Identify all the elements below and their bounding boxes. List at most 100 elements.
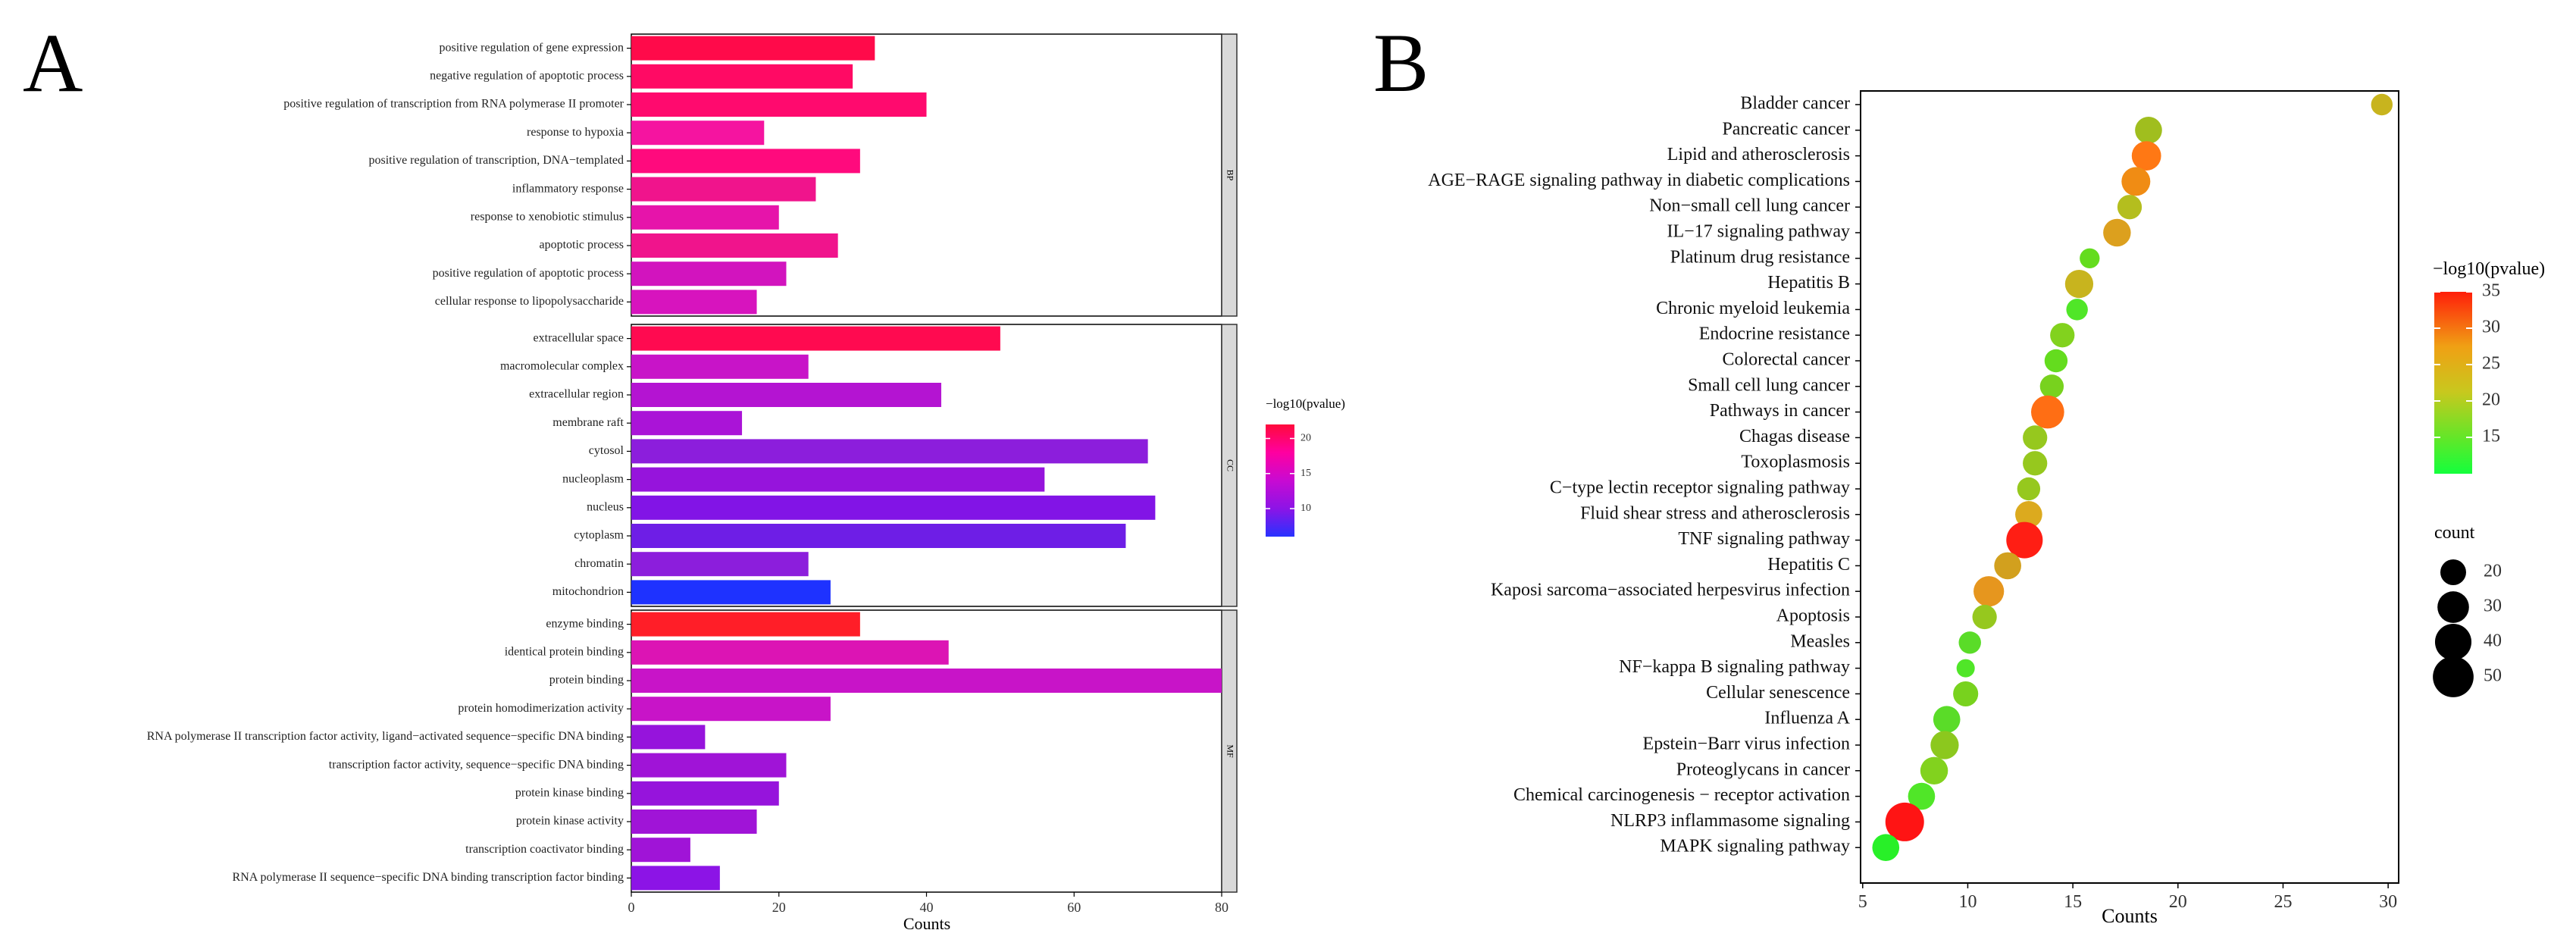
- y-tick-label: enzyme binding: [546, 617, 624, 630]
- legend-tick-label: 15: [2482, 427, 2500, 446]
- y-tick-label: Colorectal cancer: [1722, 350, 1850, 370]
- bar: [631, 640, 949, 665]
- bar: [631, 439, 1148, 464]
- x-tick-label: 60: [1067, 900, 1081, 915]
- facet-bp: BP positive regulation of gene expression…: [283, 33, 1238, 317]
- data-point: [2039, 374, 2064, 399]
- y-tick-label: Chagas disease: [1739, 427, 1850, 446]
- legend-tick-label: 35: [2482, 281, 2500, 301]
- x-tick-label: 20: [2169, 892, 2187, 912]
- facet-strip-label: BP: [1225, 170, 1235, 181]
- legend-tick-label: 25: [2482, 354, 2500, 374]
- data-point: [1908, 782, 1936, 810]
- bar: [631, 383, 941, 407]
- y-tick-label: Platinum drug resistance: [1670, 247, 1850, 267]
- y-tick-label: cytosol: [589, 444, 624, 457]
- size-legend-dot: [2437, 591, 2469, 623]
- facet-strip-label: CC: [1225, 459, 1235, 471]
- data-point: [2131, 141, 2161, 171]
- data-point: [1972, 604, 1997, 630]
- y-tick-label: NLRP3 inflammasome signaling: [1610, 811, 1850, 831]
- y-tick-label: Hepatitis B: [1767, 273, 1850, 293]
- size-legend-dot: [2434, 623, 2472, 661]
- y-tick-label: Apoptosis: [1776, 606, 1850, 626]
- size-legend-label: 50: [2484, 666, 2502, 686]
- y-tick-label: response to xenobiotic stimulus: [471, 210, 624, 223]
- data-point: [1953, 681, 1979, 706]
- bar: [631, 725, 706, 750]
- y-tick-label: macromolecular complex: [500, 359, 624, 372]
- panel-a-bar-chart: BP positive regulation of gene expression…: [147, 33, 1345, 933]
- y-tick-label: Lipid and atherosclerosis: [1667, 145, 1850, 164]
- y-tick-label: Epstein−Barr virus infection: [1643, 734, 1850, 754]
- y-tick-label: positive regulation of transcription, DN…: [369, 154, 624, 167]
- y-tick-label: protein kinase binding: [515, 786, 624, 799]
- data-point: [2023, 451, 2048, 476]
- bar: [631, 781, 779, 806]
- size-legend-label: 30: [2484, 597, 2502, 616]
- data-point: [2031, 395, 2064, 429]
- y-tick-label: positive regulation of gene expression: [440, 41, 624, 54]
- data-point: [2103, 218, 2131, 247]
- facet-strip: [1221, 609, 1238, 893]
- panel-b-plot-border: [1860, 90, 2399, 884]
- y-tick-label: Proteoglycans in cancer: [1676, 759, 1850, 779]
- facet-strip: [1221, 33, 1238, 317]
- data-point: [1885, 802, 1924, 841]
- bar: [631, 467, 1045, 492]
- y-tick-label: IL−17 signaling pathway: [1667, 222, 1851, 242]
- data-point: [1933, 706, 1961, 734]
- data-point: [2135, 116, 2162, 144]
- y-tick-label: MAPK signaling pathway: [1660, 837, 1850, 856]
- x-tick-label: 10: [1958, 892, 1977, 912]
- bar: [631, 495, 1156, 520]
- y-tick-label: positive regulation of apoptotic process: [433, 267, 624, 280]
- bar: [631, 121, 765, 146]
- panel-b-legend-colorbar: [2434, 292, 2472, 474]
- bar: [631, 64, 853, 89]
- y-tick-label: Toxoplasmosis: [1741, 453, 1850, 472]
- y-tick-label: chromatin: [574, 557, 624, 570]
- bar: [631, 149, 860, 174]
- size-legend-dot: [2433, 656, 2474, 697]
- panel-a-color-legend: −log10(pvalue) 20 15 10: [1266, 396, 1345, 537]
- panel-a-legend-colorbar: [1266, 424, 1294, 537]
- data-point: [1973, 576, 2005, 607]
- y-tick-label: Pathways in cancer: [1710, 401, 1850, 421]
- y-tick-label: Chemical carcinogenesis − receptor activ…: [1513, 785, 1850, 805]
- y-tick-label: Cellular senescence: [1706, 683, 1850, 703]
- bar: [631, 290, 757, 315]
- y-tick-label: Pancreatic cancer: [1722, 119, 1850, 139]
- y-tick-label: positive regulation of transcription fro…: [283, 98, 624, 111]
- y-tick-label: Small cell lung cancer: [1688, 375, 1850, 395]
- bar: [631, 697, 831, 722]
- bar: [631, 552, 809, 577]
- panel-b-size-legend: count 20 30 40 50: [2433, 523, 2502, 697]
- facet-strip-label: MF: [1225, 744, 1235, 758]
- data-point: [1958, 631, 1981, 654]
- y-tick-label: Fluid shear stress and atherosclerosis: [1580, 503, 1850, 523]
- panel-b-points: [1872, 93, 2393, 862]
- y-tick-label: cytoplasm: [574, 529, 624, 542]
- data-point: [2117, 195, 2142, 220]
- panel-a-legend-title: −log10(pvalue): [1266, 396, 1345, 411]
- panel-b-label: B: [1373, 17, 1429, 109]
- data-point: [2023, 425, 2048, 450]
- legend-tick-label: 20: [1301, 433, 1311, 444]
- y-tick-label: transcription factor activity, sequence−…: [329, 758, 624, 771]
- y-tick-label: RNA polymerase II transcription factor a…: [147, 730, 624, 743]
- panel-b-size-legend-title: count: [2434, 523, 2475, 543]
- y-tick-label: NF−kappa B signaling pathway: [1619, 657, 1850, 677]
- y-tick-label: apoptotic process: [539, 239, 624, 252]
- bar: [631, 866, 720, 891]
- data-point: [2121, 167, 2151, 196]
- y-tick-label: TNF signaling pathway: [1678, 529, 1850, 549]
- data-point: [2015, 500, 2042, 528]
- bar: [631, 753, 787, 778]
- size-legend-label: 20: [2484, 562, 2502, 581]
- panel-b-y-axis: Bladder cancer Pancreatic cancer Lipid and…: [1428, 94, 1861, 856]
- size-legend-dot: [2440, 559, 2466, 585]
- y-tick-label: RNA polymerase II sequence−specific DNA …: [233, 871, 624, 884]
- y-tick-label: Bladder cancer: [1740, 94, 1850, 114]
